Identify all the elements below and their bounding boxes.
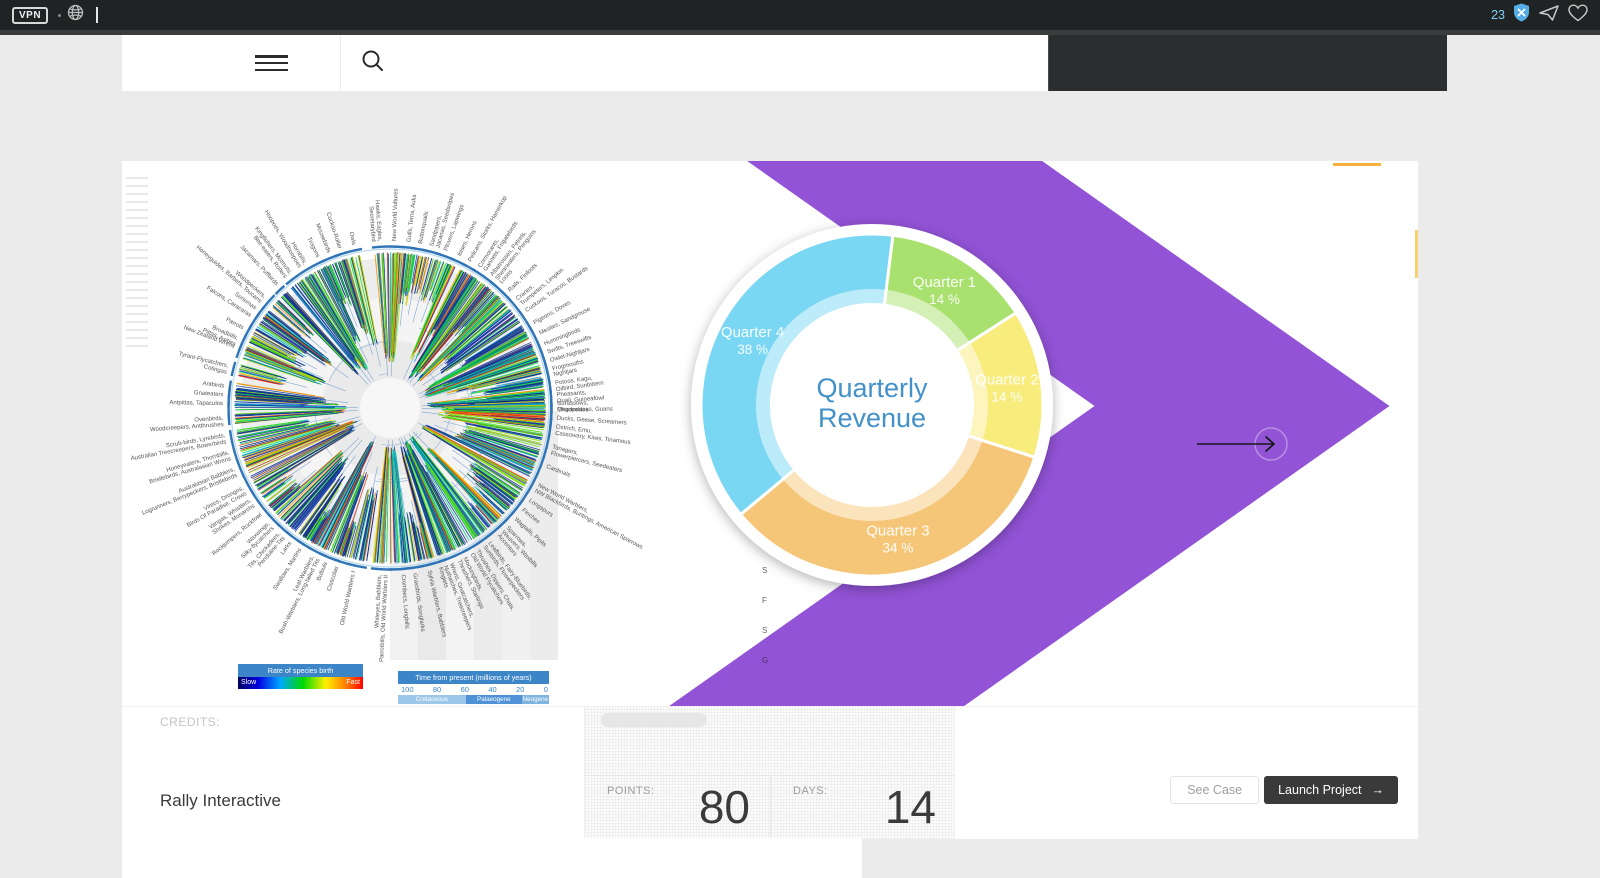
svg-text:Gnateaters: Gnateaters [194,390,224,398]
header-dark-panel [1048,35,1447,91]
stats-top-block [585,707,954,776]
svg-text:Antbirds: Antbirds [202,381,225,390]
days-label: DAYS: [793,785,828,797]
see-case-button[interactable]: See Case [1170,776,1260,804]
scroll-indicator[interactable] [1415,230,1418,278]
svg-text:Old World Warblers I: Old World Warblers I [340,570,357,626]
svg-text:Woodpeckers,Honeyguides, Barbe: Woodpeckers,Honeyguides, Barbets, Toucan… [195,240,267,305]
geologic-periods-bar: Cretaceous Palaeogene Neogene [398,694,549,704]
globe-icon [67,4,84,26]
points-label: POINTS: [607,785,655,797]
svg-text:Tyrant-Flycatchers,Cotingas: Tyrant-Flycatchers,Cotingas [176,351,229,375]
vpn-badge[interactable]: VPN [12,6,49,24]
rate-gradient-bar: Slow Fast [238,676,363,689]
yellow-accent-underline [1333,163,1381,166]
toolbar-strip [0,30,1600,35]
svg-text:Trogons: Trogons [305,237,320,259]
svg-text:Quarter 214 %: Quarter 2 14 % [975,371,1038,404]
svg-text:Pheasants,Quail, Guineafowl: Pheasants,Quail, Guineafowl [556,389,604,405]
next-section-peek [122,838,862,878]
svg-text:Megapodes: Megapodes [557,407,588,414]
svg-text:Hawks, Eagles,Secretarybird: Hawks, Eagles,Secretarybird [367,200,382,242]
svg-text:Quarter 334 %: Quarter 3 34 % [866,523,929,556]
svg-text:Ostrich, Emu,Cassowary, Kiwis,: Ostrich, Emu,Cassowary, Kiwis, Tinamous [555,424,632,446]
svg-text:Ovenbirds,Woodcreepers, Antthr: Ovenbirds,Woodcreepers, Antthrushes [149,416,224,434]
hero-visual: S F S G Hawks, Eagles,Secretarybird New Worl… [122,161,1418,706]
phylogeny-chart: Hawks, Eagles,Secretarybird New World Vul… [130,188,643,662]
browser-top-bar: VPN 23 [0,0,1600,30]
svg-text:Owls: Owls [347,231,356,245]
time-axis-ticks: 100 80 60 40 20 0 [401,684,548,694]
hero-graphics: S F S G Hawks, Eagles,Secretarybird New Worl… [130,161,1390,706]
dashed-strip-decoration [126,177,148,353]
credits-row: CREDITS: Rally Interactive POINTS: 80 DA… [122,706,1418,839]
svg-text:S: S [762,626,767,635]
legend-time-from-present: Time from present (millions of years) 10… [398,671,549,704]
site-header [122,35,1048,91]
shield-block-icon[interactable] [1513,3,1530,27]
svg-text:Kinglets: Kinglets [437,567,449,589]
svg-text:Gulls, Terns, Auks: Gulls, Terns, Auks [406,194,418,242]
svg-text:Whiteyes, Babblers,Parrotbills: Whiteyes, Babblers,Parrotbills, Old Worl… [373,574,390,662]
hamburger-menu-button[interactable] [255,55,288,71]
next-arrow-button[interactable] [1197,427,1288,461]
svg-text:Crombecs, Longbills: Crombecs, Longbills [400,574,410,629]
points-stat: POINTS: 80 [585,776,771,839]
svg-text:Ducks, Geese, Screamers: Ducks, Geese, Screamers [556,416,626,427]
placeholder-pill [601,713,707,727]
search-button[interactable] [361,49,385,78]
svg-text:Antpittas, Tapaculos: Antpittas, Tapaculos [169,400,223,407]
days-value: 14 [884,781,936,833]
svg-text:Quarter 438 %: Quarter 4 38 % [721,324,784,357]
send-icon[interactable] [1538,4,1560,27]
svg-text:Leaf-Warblers,Bush-Warblers, L: Leaf-Warblers,Bush-Warblers, Long-tailed… [273,555,322,635]
tab-counter: 23 [1491,8,1505,22]
svg-text:Nightjars: Nightjars [553,368,577,378]
launch-project-button[interactable]: Launch Project → [1264,776,1398,804]
svg-text:Curassows,Chachalacas, Guans: Curassows,Chachalacas, Guans [557,400,613,413]
points-value: 80 [698,781,750,833]
svg-text:Quarter 114 %: Quarter 1 14 % [913,274,976,307]
text-cursor [96,7,99,23]
search-icon [361,49,385,78]
actions-cell: See Case Launch Project → [955,707,1418,839]
svg-text:G: G [762,656,768,665]
days-stat: DAYS: 14 [771,776,956,839]
svg-text:F: F [762,596,767,605]
svg-text:Cisticolas: Cisticolas [327,566,341,592]
svg-text:S: S [762,566,767,575]
credits-cell: CREDITS: Rally Interactive [122,707,584,839]
purple-ribbon: S F S G [669,161,1390,706]
credits-value: Rally Interactive [160,791,281,810]
quarterly-revenue-donut: Quarter 1 14 % Quarter 2 14 % Quarter 3 34 % Q… [691,224,1053,586]
heart-icon[interactable] [1568,3,1588,27]
svg-text:New World Vultures: New World Vultures [392,188,400,241]
project-card: S F S G Hawks, Eagles,Secretarybird New Worl… [122,161,1418,839]
legend-rate-of-species-birth: Rate of species birth Slow Fast [238,664,363,689]
arrow-right-icon: → [1371,783,1385,797]
header-divider [340,35,341,91]
svg-text:Buttonquails: Buttonquails [418,211,430,245]
svg-text:Parrots: Parrots [225,317,245,331]
svg-text:Kingfishers, Motmots,Bee-eater: Kingfishers, Motmots,Bee-eaters, Rollers [248,226,293,280]
stats-cell: POINTS: 80 DAYS: 14 [584,707,955,839]
credits-label: CREDITS: [160,715,221,729]
separator-dot [58,13,62,17]
